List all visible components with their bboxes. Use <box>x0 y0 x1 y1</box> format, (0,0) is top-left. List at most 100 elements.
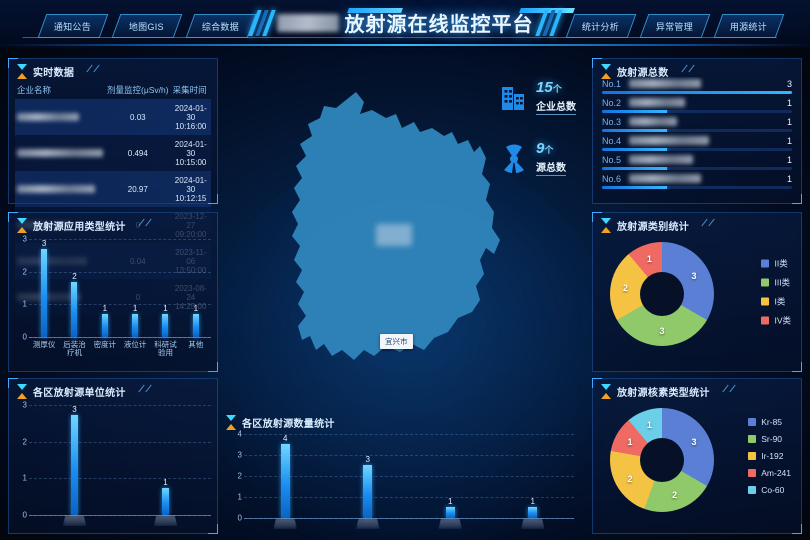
donut-chart-source-category[interactable]: 3 3 2 1 <box>599 235 725 353</box>
bar-column[interactable]: 1 <box>132 239 139 337</box>
bar-column[interactable]: 1 <box>520 434 545 529</box>
list-item[interactable]: No.5 1 <box>593 153 801 172</box>
bar-column[interactable]: 1 <box>153 405 178 526</box>
donut-chart-nuclide-type[interactable]: 3 2 2 1 1 <box>599 401 725 519</box>
panel-app-type-chart: 放射源应用类型统计 0 1 2 3 3 2 1 1 1 1 测厚仪 后装治疗机 密度计 液位计 科研试验用 其… <box>8 212 218 372</box>
app-title-wrap: 放射源在线监控平台 <box>0 8 810 37</box>
stat-text-group: 9个 源总数 <box>536 141 566 176</box>
nav-item-statistics[interactable]: 统计分析 <box>565 14 637 38</box>
stat-number: 9 <box>536 140 545 157</box>
map-redacted-marker <box>376 224 412 246</box>
rank-index: No.1 <box>602 79 622 89</box>
bar-value-label: 3 <box>72 405 77 414</box>
bar-column[interactable]: 4 <box>273 434 298 529</box>
legend-item[interactable]: Co-60 <box>748 485 791 495</box>
list-item[interactable]: No.1 3 <box>593 77 801 96</box>
bar-column[interactable]: 1 <box>162 239 169 337</box>
rank-value: 3 <box>786 79 792 89</box>
bar-pedestal <box>355 518 380 529</box>
table-row[interactable]: 0.03 2024-01-30 10:16:00 <box>15 99 211 135</box>
x-axis-tick: 液位计 <box>123 340 147 349</box>
legend-swatch <box>748 486 757 494</box>
region-map[interactable]: 宜兴市 <box>268 88 520 383</box>
bar[interactable] <box>363 465 373 518</box>
bar[interactable] <box>528 507 538 518</box>
rank-row-top: No.6 1 <box>602 173 792 185</box>
bar-chart-district-counts[interactable]: 0 1 2 3 4 4 3 1 1 <box>224 430 580 534</box>
bar[interactable] <box>280 444 290 518</box>
triangle-marker-icon <box>17 384 28 399</box>
legend-swatch <box>748 435 757 443</box>
title-slash-decoration <box>137 384 159 393</box>
nav-item-source-usage[interactable]: 用源统计 <box>713 14 785 38</box>
list-item[interactable]: No.6 1 <box>593 172 801 191</box>
bar[interactable] <box>101 314 108 337</box>
table-row[interactable]: 0.494 2024-01-30 10:15:00 <box>15 135 211 171</box>
list-item[interactable]: No.4 1 <box>593 134 801 153</box>
y-axis: 2 <box>224 430 244 534</box>
bar-column[interactable]: 2 <box>71 239 78 337</box>
bar[interactable] <box>162 314 169 337</box>
list-item[interactable]: No.3 1 <box>593 115 801 134</box>
legend-item[interactable]: Ir-192 <box>748 451 791 461</box>
bar-column[interactable]: 1 <box>101 239 108 337</box>
bar-column[interactable]: 3 <box>355 434 380 529</box>
grid-line <box>29 304 211 306</box>
bar-column[interactable]: 3 <box>62 405 87 526</box>
bar-value-label: 1 <box>163 304 168 314</box>
stat-text-group: 15个 企业总数 <box>536 80 576 115</box>
legend-label: IV类 <box>774 315 791 326</box>
legend-item[interactable]: Kr-85 <box>748 417 791 427</box>
y-axis: 3 <box>9 401 29 529</box>
bar-value-label: 1 <box>102 304 108 314</box>
donut-slice-value: 1 <box>646 254 652 265</box>
bar[interactable] <box>132 314 139 337</box>
title-slashes-left <box>247 9 276 36</box>
bar-column[interactable]: 1 <box>438 434 463 529</box>
nav-item-exception-mgmt[interactable]: 异常管理 <box>639 14 711 38</box>
bar[interactable] <box>71 415 78 515</box>
title-slash-decoration <box>680 64 702 73</box>
rank-row-top: No.4 1 <box>602 135 792 147</box>
stat-unit: 个 <box>544 145 554 155</box>
legend-item[interactable]: II类 <box>761 258 791 270</box>
rank-progress-bar <box>602 129 792 132</box>
bar[interactable] <box>445 507 455 518</box>
legend-item[interactable]: Sr-90 <box>748 434 791 444</box>
bar[interactable] <box>162 488 169 515</box>
legend-source-category: II类 III类 I类 IV类 <box>761 258 791 327</box>
rank-list[interactable]: No.1 3 No.2 1 No.3 1 No.4 1 No.5 1 No.6 1 <box>593 77 801 203</box>
map-region-label[interactable]: 宜兴市 <box>380 334 413 349</box>
panel-title-app-type: 放射源应用类型统计 <box>9 213 217 235</box>
stat-source-total: 9个 源总数 <box>500 141 576 176</box>
legend-item[interactable]: III类 <box>761 277 791 289</box>
bar-value-label: 1 <box>132 304 138 314</box>
bar-chart-app-type[interactable]: 0 1 2 3 3 2 1 1 1 1 测厚仪 后装治疗机 密度计 液位计 科研试验用 其他 <box>9 235 217 367</box>
legend-label: I类 <box>774 296 786 307</box>
y-axis: 0 <box>9 401 29 529</box>
bar[interactable] <box>41 249 48 337</box>
list-item[interactable]: No.2 1 <box>593 96 801 115</box>
rank-progress-bar <box>602 110 792 113</box>
bar-value-label: 1 <box>193 304 199 314</box>
center-stats: 15个 企业总数 9个 源总数 <box>500 80 576 202</box>
rank-value: 1 <box>786 136 792 146</box>
bar-value-label: 3 <box>41 239 47 248</box>
bar[interactable] <box>192 314 199 337</box>
bar-column[interactable]: 3 <box>41 239 48 337</box>
grid-line <box>29 271 211 273</box>
bar-column[interactable]: 1 <box>192 239 199 337</box>
legend-item[interactable]: I类 <box>761 296 791 308</box>
x-axis-labels: 测厚仪 后装治疗机 密度计 液位计 科研试验用 其他 <box>29 340 211 358</box>
legend-label: Ir-192 <box>761 451 784 461</box>
table-row[interactable]: 20.97 2024-01-30 10:12:15 <box>15 171 211 207</box>
legend-item[interactable]: IV类 <box>761 315 791 327</box>
rank-progress-fill <box>602 148 667 151</box>
legend-item[interactable]: Am-241 <box>748 468 791 478</box>
bar[interactable] <box>71 281 78 337</box>
x-axis-tick: 测厚仪 <box>32 340 56 349</box>
redacted-name <box>629 136 709 146</box>
rank-value: 1 <box>786 117 792 127</box>
bar-value-label: 1 <box>163 478 168 488</box>
